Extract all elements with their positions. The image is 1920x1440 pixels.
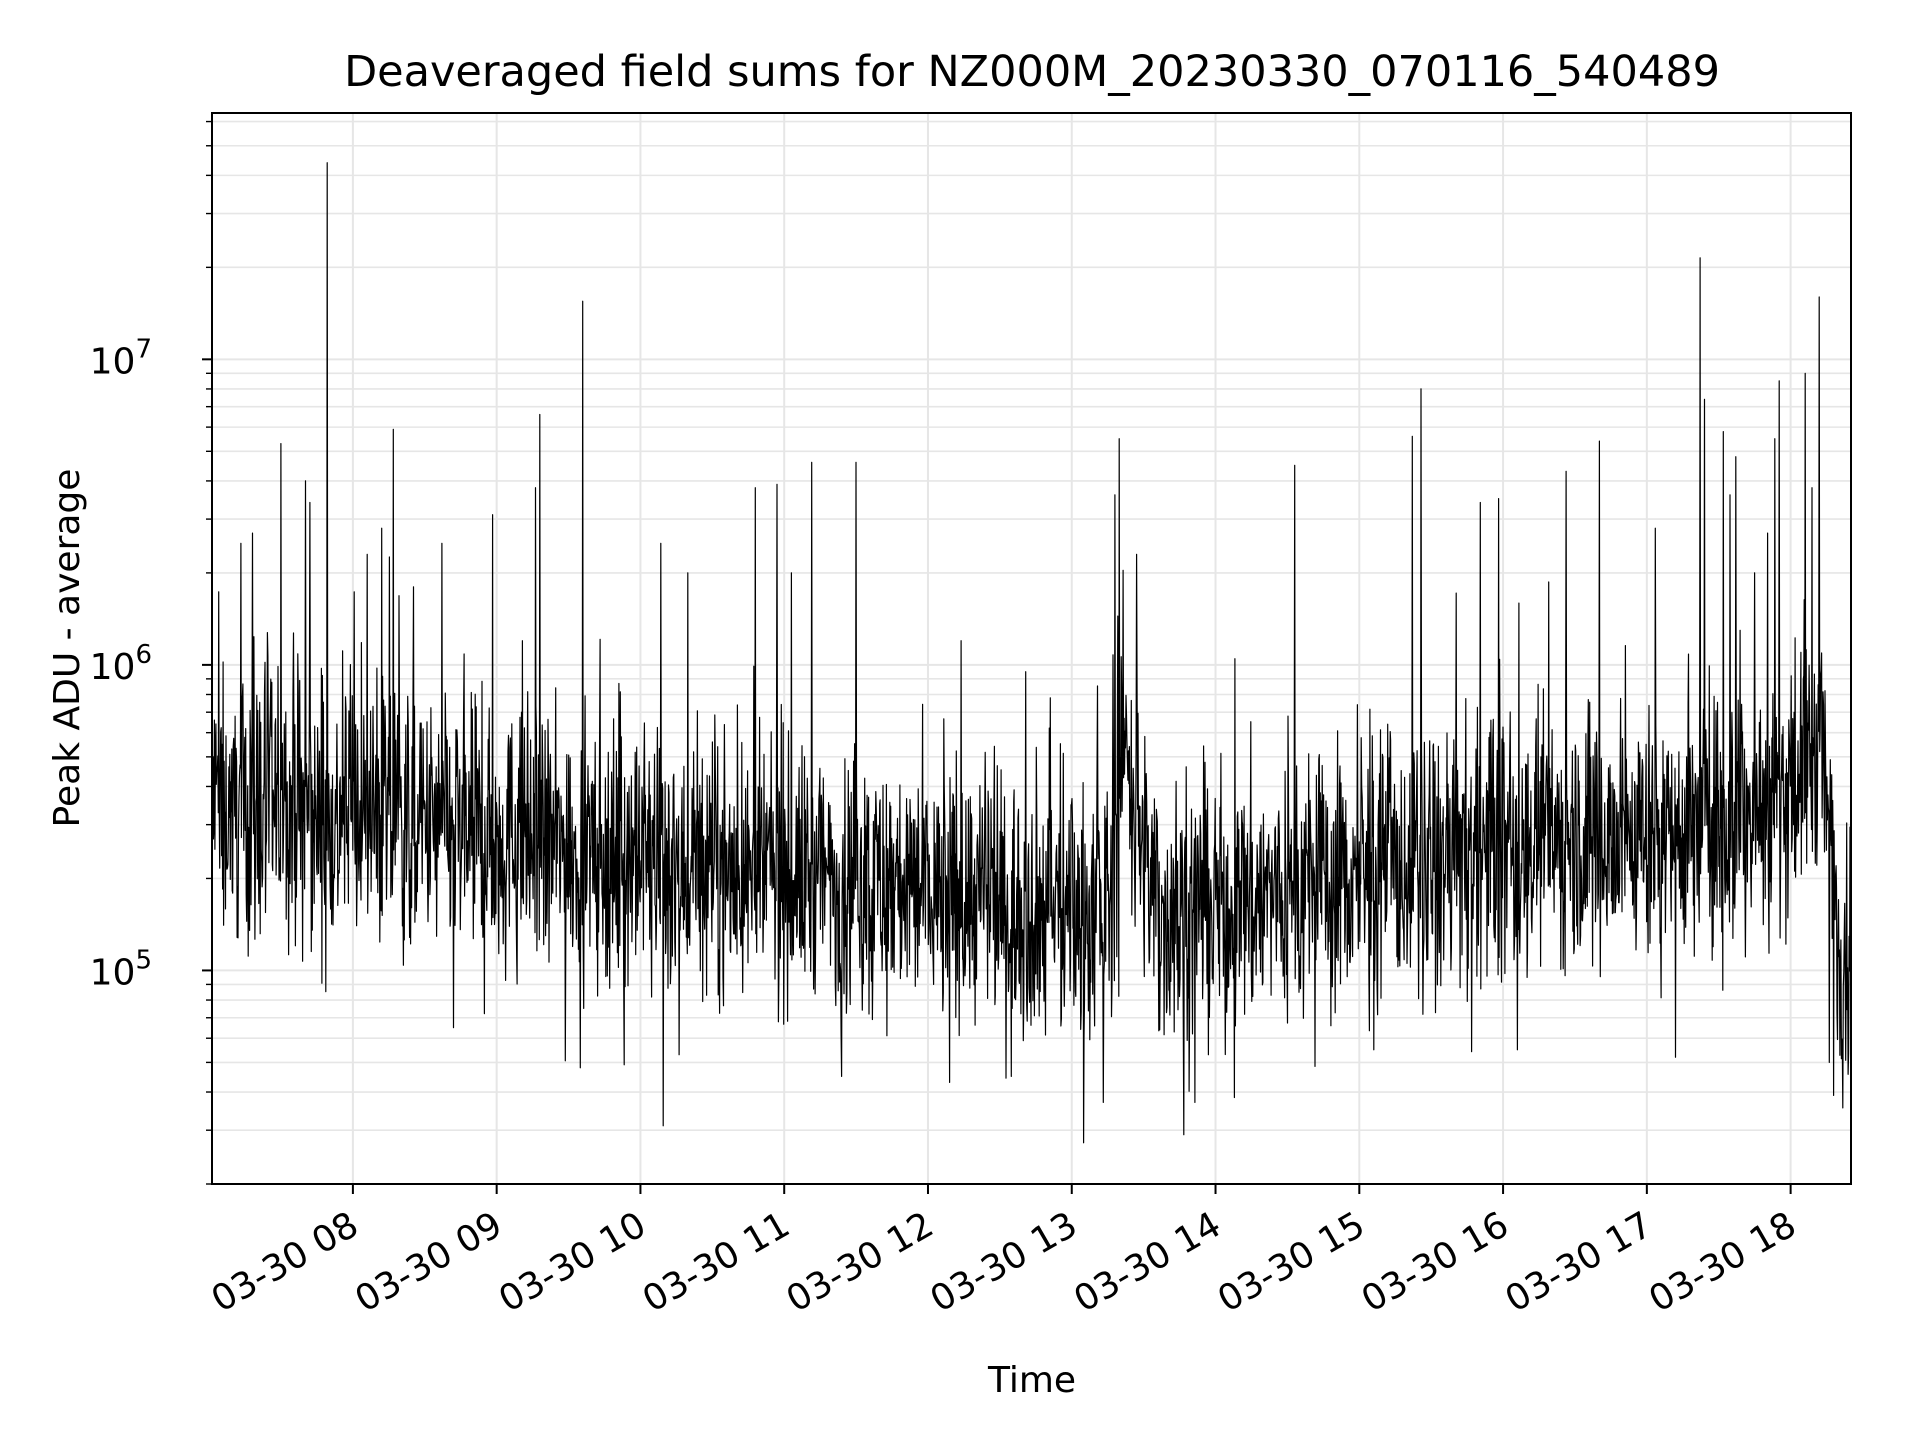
plot-frame [211, 112, 1852, 1185]
data-series-line [211, 162, 1852, 1144]
y-tick-label: 106 [90, 640, 152, 688]
series-line [211, 162, 1852, 1144]
y-axis: 105 106 107 [90, 120, 212, 1185]
chart-title: Deaveraged field sums for NZ000M_2023033… [344, 47, 1720, 97]
y-tick-label: 105 [90, 945, 152, 993]
y-axis-label: Peak ADU - average [47, 469, 88, 828]
x-axis-label: Time [987, 1360, 1076, 1401]
y-tick-label: 107 [90, 334, 152, 382]
